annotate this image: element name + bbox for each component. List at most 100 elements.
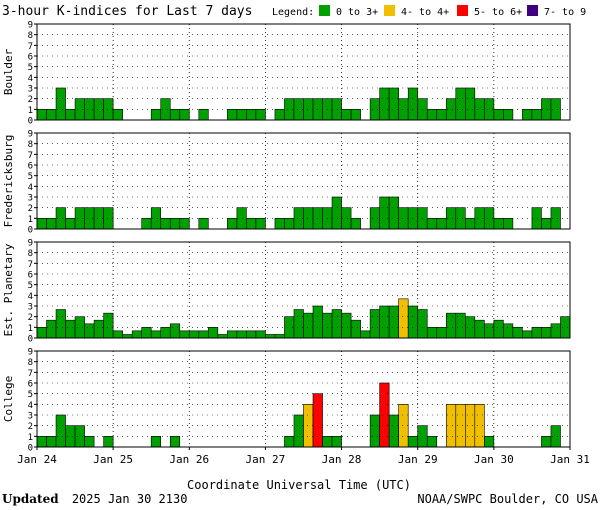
bar bbox=[293, 309, 304, 339]
bar bbox=[312, 393, 323, 448]
bar bbox=[379, 196, 390, 230]
bar bbox=[169, 218, 181, 230]
bar bbox=[36, 109, 47, 121]
bar bbox=[274, 218, 285, 230]
bar bbox=[531, 207, 542, 230]
bar bbox=[312, 305, 323, 339]
updated-footer: Updated 2025 Jan 30 2130 bbox=[2, 492, 187, 506]
y-tick-label: 7 bbox=[28, 260, 33, 270]
bar bbox=[255, 109, 266, 121]
panel-frame bbox=[36, 350, 571, 448]
bar bbox=[150, 330, 162, 339]
y-tick-label: 2 bbox=[28, 204, 33, 214]
bar bbox=[55, 87, 66, 121]
panel-label: Est. Planetary bbox=[2, 243, 15, 336]
panel-label: College bbox=[2, 376, 15, 422]
bar bbox=[198, 218, 209, 230]
y-tick-label: 4 bbox=[28, 183, 33, 193]
bar bbox=[74, 207, 85, 230]
y-tick-label: 1 bbox=[28, 324, 33, 334]
x-tick-label: Jan 30 bbox=[474, 453, 514, 466]
updated-label: Updated bbox=[2, 492, 59, 506]
bar bbox=[55, 414, 66, 448]
bar bbox=[188, 330, 200, 339]
bar bbox=[360, 330, 371, 339]
bar bbox=[541, 436, 552, 448]
bar bbox=[379, 87, 390, 121]
bar bbox=[246, 330, 257, 339]
y-tick-label: 5 bbox=[28, 281, 33, 291]
bar bbox=[322, 436, 333, 448]
bar bbox=[236, 330, 247, 339]
bar bbox=[169, 323, 181, 339]
bar bbox=[36, 218, 47, 230]
bar bbox=[112, 109, 123, 121]
bar bbox=[503, 218, 514, 230]
bar bbox=[522, 109, 533, 121]
legend-swatch-1 bbox=[384, 5, 395, 16]
bar bbox=[436, 109, 447, 121]
bar bbox=[331, 98, 342, 121]
x-tick-label: Jan 28 bbox=[322, 453, 362, 466]
bar bbox=[426, 218, 438, 230]
legend-item-1: 4- to 4+ bbox=[401, 7, 449, 18]
bar bbox=[350, 218, 361, 230]
bar bbox=[179, 330, 190, 339]
chart-title: 3-hour K-indices for Last 7 days bbox=[2, 4, 252, 19]
y-tick-label: 9 bbox=[28, 21, 33, 31]
y-tick-label: 7 bbox=[28, 369, 33, 379]
bar bbox=[350, 109, 361, 121]
bar bbox=[398, 298, 409, 339]
y-tick-label: 5 bbox=[28, 172, 33, 182]
bar bbox=[464, 218, 476, 230]
x-tick-label: Jan 31 bbox=[550, 453, 590, 466]
bar bbox=[227, 109, 238, 121]
bar bbox=[284, 218, 295, 230]
bar bbox=[426, 109, 438, 121]
bar bbox=[303, 98, 314, 121]
bar bbox=[198, 109, 209, 121]
bar bbox=[541, 218, 552, 230]
bar bbox=[484, 436, 495, 448]
bar bbox=[407, 436, 419, 448]
bar bbox=[274, 334, 285, 339]
bar bbox=[55, 309, 66, 339]
bar bbox=[369, 414, 380, 448]
bar bbox=[236, 109, 247, 121]
bar bbox=[255, 218, 266, 230]
bar bbox=[74, 98, 85, 121]
y-tick-label: 6 bbox=[28, 271, 33, 281]
bar bbox=[531, 327, 542, 339]
bar bbox=[141, 327, 152, 339]
bar bbox=[246, 109, 257, 121]
bar bbox=[436, 218, 447, 230]
y-tick-label: 3 bbox=[28, 412, 33, 422]
x-tick-label: Jan 24 bbox=[17, 453, 57, 466]
bar bbox=[331, 436, 342, 448]
bar bbox=[417, 309, 428, 339]
bar bbox=[198, 330, 209, 339]
bar bbox=[303, 207, 314, 230]
bar bbox=[84, 436, 95, 448]
bar bbox=[379, 305, 390, 339]
panel-frame bbox=[36, 23, 571, 121]
bar bbox=[74, 316, 85, 339]
y-tick-label: 5 bbox=[28, 63, 33, 73]
bar bbox=[36, 327, 47, 339]
bar bbox=[522, 330, 533, 339]
bar bbox=[46, 319, 57, 339]
panel-label: Fredericksburg bbox=[2, 135, 15, 228]
legend-item-2: 5- to 6+ bbox=[474, 7, 522, 18]
bar bbox=[398, 207, 409, 230]
x-axis-label: Coordinate Universal Time (UTC) bbox=[187, 478, 411, 492]
credit-footer: NOAA/SWPC Boulder, CO USA bbox=[417, 492, 598, 506]
bar bbox=[388, 196, 399, 230]
bar bbox=[369, 309, 380, 339]
bar bbox=[227, 330, 238, 339]
bar bbox=[65, 109, 76, 121]
bar bbox=[531, 109, 542, 121]
